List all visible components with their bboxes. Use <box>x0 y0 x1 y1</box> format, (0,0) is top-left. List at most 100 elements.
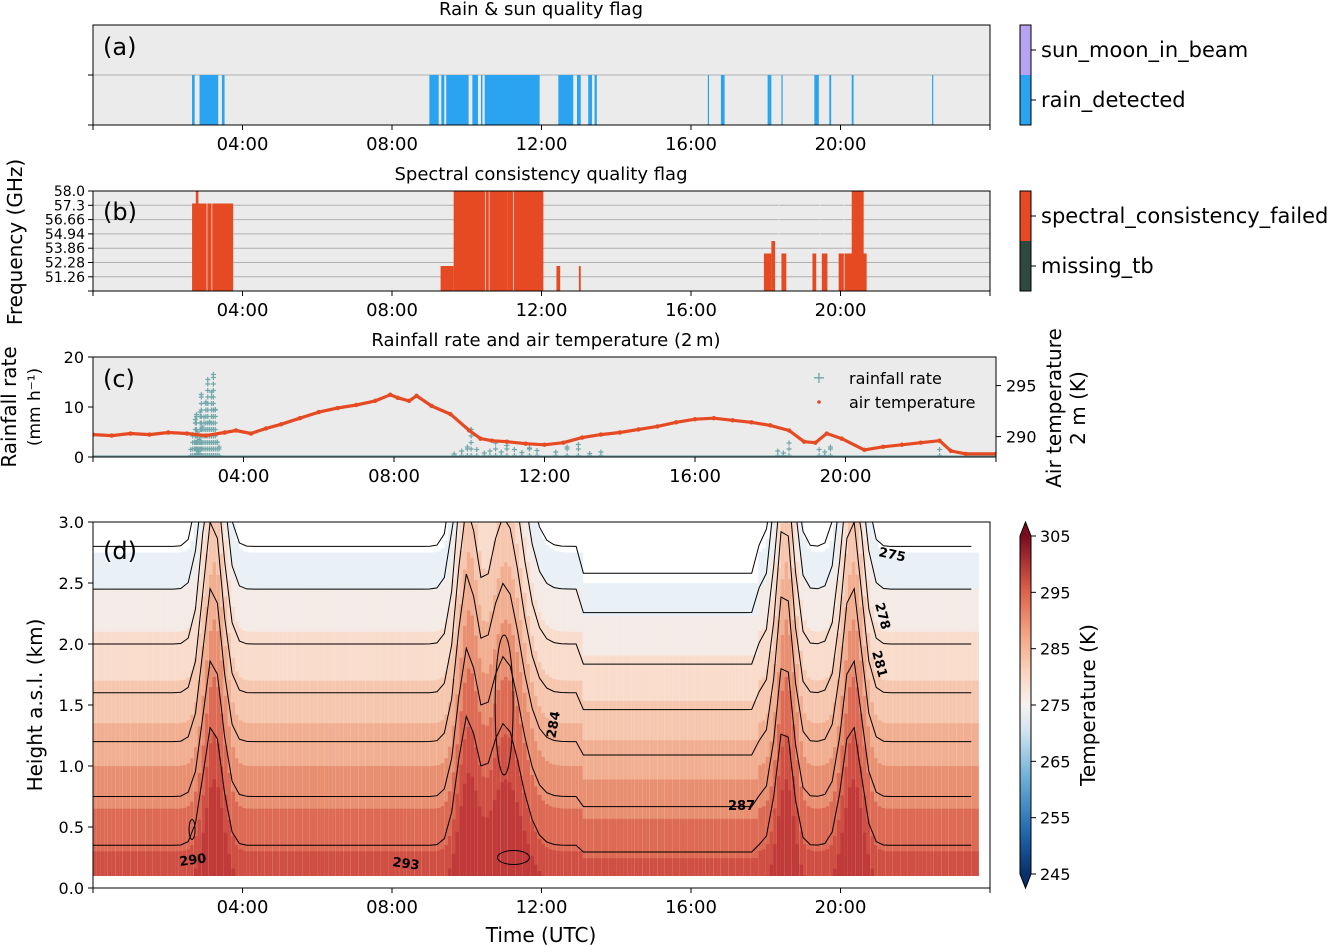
temperature-band <box>582 818 587 888</box>
temperature-band <box>672 858 677 888</box>
contour-label-284: 284 <box>544 710 563 739</box>
temperature-band <box>930 808 935 888</box>
panel-d-label: (d) <box>103 537 137 565</box>
temperature-band <box>227 854 232 888</box>
panel-b-blocks <box>192 191 867 291</box>
spectral-failed-block <box>838 253 867 291</box>
temperature-band <box>634 858 640 888</box>
temperature-tick-label: 290 <box>1006 428 1037 447</box>
temperature-band <box>347 808 352 888</box>
temperature-band <box>253 808 259 888</box>
rain-detected-bar <box>472 75 478 125</box>
temperature-band <box>126 851 131 888</box>
temperature-band <box>593 858 599 888</box>
temperature-band <box>298 808 303 888</box>
temperature-band <box>522 830 528 888</box>
temperature-band <box>948 851 954 888</box>
temperature-band <box>552 807 558 888</box>
temperature-band <box>918 851 924 888</box>
rainfall-marker <box>212 414 218 419</box>
frequency-tick-label: 52.28 <box>45 256 85 272</box>
temperature-band <box>208 787 214 888</box>
rainfall-marker <box>210 381 216 387</box>
rain-detected-bar <box>558 75 574 125</box>
temperature-band <box>220 807 225 888</box>
temperature-band <box>474 790 479 888</box>
rainfall-tick-label: 20 <box>64 348 84 367</box>
temperature-tick-label: 295 <box>1006 377 1037 396</box>
temperature-band <box>732 858 737 888</box>
isotherm-contour <box>93 646 972 808</box>
temperature-band <box>657 858 662 888</box>
temperature-band <box>765 844 771 888</box>
temperature-band <box>335 808 341 888</box>
temperature-band <box>249 851 255 888</box>
air-temperature-point <box>561 440 566 445</box>
temperature-band <box>100 851 105 888</box>
temperature-band <box>627 818 632 888</box>
rainfall-marker <box>205 377 211 382</box>
temperature-band <box>466 773 472 888</box>
temperature-band <box>507 782 513 888</box>
temperature-band <box>702 858 707 888</box>
temperature-band <box>560 851 565 888</box>
temperature-band <box>679 858 685 888</box>
temperature-band <box>575 808 580 888</box>
temperature-band <box>500 782 505 888</box>
temperature-band <box>119 808 124 888</box>
temperature-band <box>246 851 251 888</box>
temperature-band <box>149 808 154 888</box>
temperature-band <box>578 808 584 888</box>
temperature-band <box>93 851 98 888</box>
rainfall-marker <box>775 448 781 454</box>
rainfall-marker <box>198 392 204 397</box>
temperature-band <box>548 849 554 888</box>
panel-c-yaxis-left: 0 10 20 <box>64 348 93 467</box>
temperature-band <box>847 787 853 888</box>
rainfall-marker <box>193 412 199 417</box>
rain-detected-bar <box>577 75 581 125</box>
temperature-band <box>384 851 389 888</box>
temperature-band <box>836 854 842 888</box>
air-temperature-point <box>128 431 133 436</box>
temperature-band <box>212 779 217 888</box>
temperature-band <box>889 851 894 888</box>
air-temperature-point <box>692 417 698 422</box>
temperature-band <box>530 855 535 888</box>
air-temperature-point <box>354 402 359 408</box>
temperature-band <box>328 808 333 888</box>
rainfall-marker <box>534 448 540 453</box>
temperature-band <box>134 808 139 888</box>
temperature-band <box>567 851 572 888</box>
panel-b: Spectral consistency quality flag 58.057… <box>3 159 1328 325</box>
temperature-band <box>100 808 105 888</box>
temperature-band <box>960 808 965 888</box>
temperature-band <box>377 851 382 888</box>
temperature-band <box>728 858 733 888</box>
temperature-band <box>141 808 146 888</box>
temperature-band <box>343 808 348 888</box>
temperature-band <box>870 836 875 888</box>
legend-rain-marker: + <box>812 368 825 387</box>
rainfall-marker <box>587 451 593 456</box>
x-tick-label: 12:00 <box>516 134 568 155</box>
temperature-band <box>754 858 759 888</box>
air-temperature-point <box>598 432 604 437</box>
air-temperature-point <box>963 451 969 457</box>
temperature-band <box>171 851 176 888</box>
colorbar-gradient <box>1020 536 1031 874</box>
temperature-band <box>332 851 337 888</box>
temperature-band <box>694 818 700 888</box>
isotherm-contour <box>93 522 972 711</box>
rain-detected-bar <box>480 75 483 125</box>
temperature-band <box>810 850 815 888</box>
x-tick-label: 20:00 <box>815 300 867 321</box>
air-temperature-point <box>263 426 269 431</box>
temperature-band <box>178 808 184 888</box>
rainfall-marker <box>210 372 216 377</box>
temperature-band <box>444 845 449 888</box>
temperature-band <box>268 808 273 888</box>
temperature-band <box>926 851 931 888</box>
temperature-band <box>937 808 943 888</box>
